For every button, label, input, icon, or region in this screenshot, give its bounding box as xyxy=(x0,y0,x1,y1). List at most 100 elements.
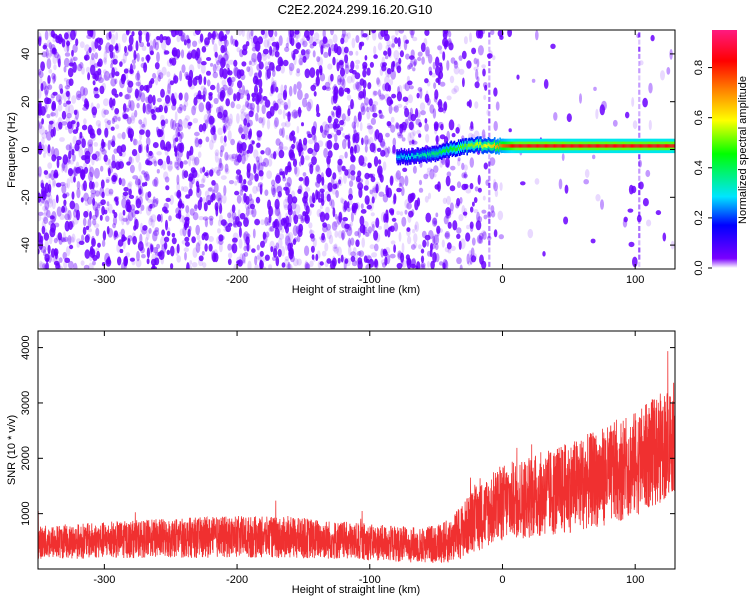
noise-blob xyxy=(59,88,64,94)
noise-blob xyxy=(377,42,383,51)
noise-blob xyxy=(424,234,431,241)
noise-blob xyxy=(443,101,448,112)
noise-blob xyxy=(224,163,229,173)
noise-blob xyxy=(127,235,133,242)
spectrogram-x-label: Height of straight line (km) xyxy=(292,284,420,296)
noise-blob xyxy=(58,83,63,91)
noise-blob xyxy=(246,149,250,154)
noise-blob xyxy=(127,80,134,88)
noise-blob xyxy=(294,30,301,40)
signal-band-core xyxy=(481,144,483,148)
noise-blob xyxy=(73,202,80,213)
noise-blob xyxy=(157,158,163,166)
noise-blob xyxy=(153,229,160,236)
noise-blob xyxy=(209,186,215,193)
noise-blob xyxy=(435,78,440,83)
noise-blob xyxy=(276,193,281,200)
noise-blob xyxy=(41,225,46,235)
noise-blob xyxy=(227,130,232,141)
signal-band-core xyxy=(630,144,633,148)
noise-blob xyxy=(452,220,458,231)
noise-blob xyxy=(309,203,315,208)
noise-blob xyxy=(248,193,253,202)
noise-blob xyxy=(289,151,296,161)
noise-blob xyxy=(350,237,355,246)
noise-blob xyxy=(254,72,260,79)
noise-blob xyxy=(304,155,310,161)
noise-blob xyxy=(287,98,291,110)
noise-blob xyxy=(247,260,252,269)
noise-blob xyxy=(170,118,174,130)
noise-blob xyxy=(206,70,211,76)
noise-blob xyxy=(256,92,262,103)
signal-band-core xyxy=(664,144,667,148)
noise-blob xyxy=(127,44,133,52)
noise-blob xyxy=(290,201,297,210)
noise-blob xyxy=(429,70,433,76)
noise-blob xyxy=(318,65,323,74)
noise-blob xyxy=(359,215,365,226)
noise-blob xyxy=(111,178,117,185)
noise-blob xyxy=(61,38,66,48)
signal-band-core xyxy=(573,144,576,148)
noise-blob xyxy=(435,66,441,76)
noise-blob xyxy=(279,141,284,151)
noise-blob xyxy=(183,222,189,229)
noise-blob xyxy=(349,68,354,74)
noise-blob xyxy=(447,209,454,215)
noise-blob xyxy=(393,193,397,205)
noise-blob xyxy=(463,207,468,218)
noise-blob xyxy=(308,139,314,145)
noise-blob xyxy=(67,235,72,245)
noise-blob xyxy=(138,119,143,125)
noise-blob xyxy=(171,47,178,57)
noise-blob xyxy=(233,59,238,67)
noise-blob xyxy=(426,171,430,177)
noise-blob xyxy=(330,30,334,36)
noise-blob xyxy=(447,30,452,38)
noise-blob xyxy=(240,108,244,114)
noise-blob xyxy=(217,194,223,200)
noise-blob xyxy=(465,188,472,194)
noise-blob xyxy=(154,62,160,70)
noise-blob xyxy=(355,81,360,90)
noise-stripe xyxy=(638,240,641,246)
noise-blob xyxy=(339,61,344,69)
noise-blob xyxy=(224,151,229,161)
noise-blob xyxy=(120,228,126,237)
noise-blob xyxy=(225,51,230,60)
signal-band-core xyxy=(527,144,530,148)
noise-blob xyxy=(108,44,114,53)
noise-blob xyxy=(223,114,229,125)
noise-stripe xyxy=(638,233,641,239)
noise-blob xyxy=(180,32,186,42)
signal-band-core xyxy=(558,144,561,148)
noise-blob xyxy=(96,128,102,136)
noise-blob xyxy=(38,89,42,99)
noise-blob xyxy=(76,238,82,244)
noise-blob xyxy=(38,166,42,177)
noise-blob xyxy=(179,133,183,143)
signal-band-core xyxy=(569,144,571,148)
noise-blob xyxy=(284,182,291,188)
noise-blob xyxy=(191,262,198,268)
signal-band-core xyxy=(454,148,457,152)
noise-blob xyxy=(273,248,278,258)
noise-blob xyxy=(160,119,166,127)
signal-band-core xyxy=(437,151,440,156)
noise-blob xyxy=(473,66,479,71)
signal-band-core xyxy=(553,144,556,148)
noise-blob xyxy=(47,244,51,255)
noise-blob xyxy=(344,223,350,229)
noise-blob xyxy=(162,160,167,171)
noise-blob xyxy=(104,118,109,124)
noise-blob xyxy=(385,44,390,51)
signal-band-core xyxy=(620,144,622,148)
noise-blob xyxy=(75,90,82,101)
noise-blob xyxy=(482,195,486,201)
signal-band-core xyxy=(500,144,502,148)
noise-blob xyxy=(290,37,295,47)
noise-blob xyxy=(382,193,389,203)
signal-band-core xyxy=(447,148,449,152)
noise-blob xyxy=(222,123,228,133)
